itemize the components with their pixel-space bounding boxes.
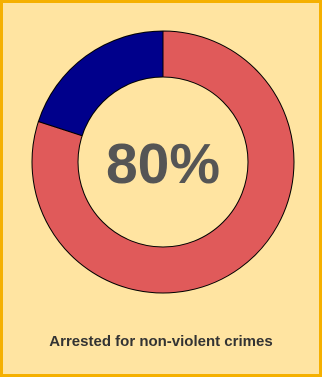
donut-hole <box>77 76 249 248</box>
chart-caption: Arrested for non-violent crimes <box>49 333 273 350</box>
donut-chart: 80% <box>31 30 295 294</box>
center-percentage-label: 80% <box>106 132 220 196</box>
